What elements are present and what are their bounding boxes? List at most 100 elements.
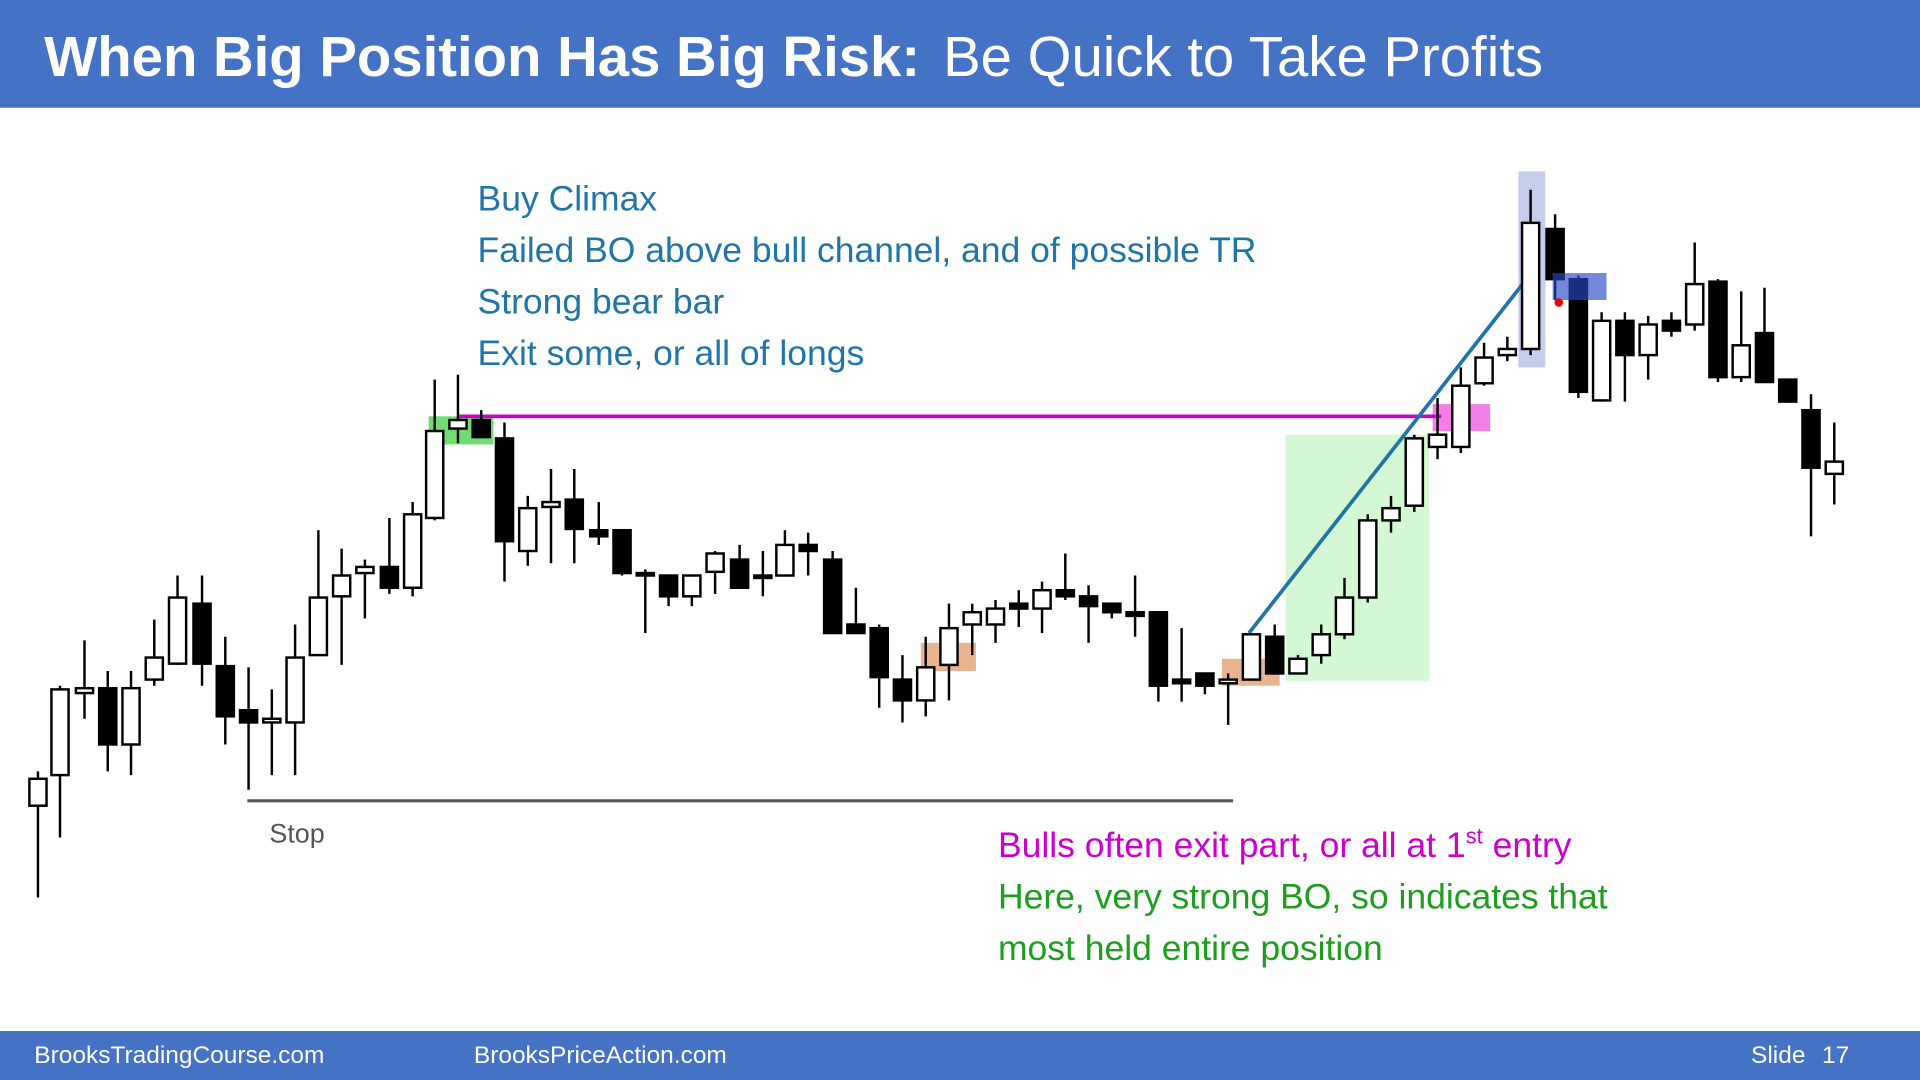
candle-body xyxy=(494,437,515,543)
candle-body xyxy=(1801,408,1821,469)
candle-body xyxy=(517,506,538,553)
candle-body xyxy=(1218,678,1238,685)
candle-body xyxy=(1684,282,1705,326)
candle-body xyxy=(1032,588,1052,610)
candle-body xyxy=(1615,319,1635,357)
candle-body xyxy=(612,528,632,575)
candle-body xyxy=(658,574,679,598)
candle-body xyxy=(402,513,423,589)
candle-body xyxy=(1824,460,1845,476)
annotation: Buy Climax xyxy=(478,179,658,219)
annotation: Failed BO above bull channel, and of pos… xyxy=(478,230,1257,270)
candle-body xyxy=(238,708,259,724)
candle-body xyxy=(97,686,118,746)
candle-body xyxy=(1311,633,1332,657)
footer-middle: BrooksPriceAction.com xyxy=(474,1042,727,1069)
candle-body xyxy=(564,498,585,531)
candle-body xyxy=(798,543,818,553)
candle-body xyxy=(448,418,468,430)
highlights-top xyxy=(1552,273,1607,307)
candles xyxy=(28,189,1845,898)
title-rest: Be Quick to Take Profits xyxy=(943,25,1543,88)
annotation-text: entry xyxy=(1483,825,1572,865)
annotation: Strong bear bar xyxy=(478,281,725,321)
candle-body xyxy=(1427,433,1448,449)
candle-body xyxy=(215,664,236,718)
candle-body xyxy=(1264,635,1285,675)
candle-body xyxy=(822,558,843,635)
candle-body xyxy=(775,543,795,577)
candle-body xyxy=(262,717,282,724)
candle-body xyxy=(682,574,702,598)
candle-body xyxy=(1591,319,1612,402)
slide-label: Slide xyxy=(1751,1042,1805,1069)
candle-body xyxy=(729,558,750,589)
candle-body xyxy=(846,623,866,635)
annotation: Bulls often exit part, or all at 1st ent… xyxy=(998,824,1572,865)
candle-body xyxy=(308,596,329,657)
candle-body xyxy=(588,528,609,538)
candle-body xyxy=(1474,356,1494,385)
candle-body xyxy=(50,688,70,777)
candle-body xyxy=(635,571,656,577)
candle-body xyxy=(1731,344,1752,379)
candle-body xyxy=(1661,319,1682,332)
candle-body xyxy=(355,565,375,575)
candle-body xyxy=(1055,588,1076,598)
footer-left: BrooksTradingCourse.com xyxy=(34,1042,324,1069)
entry-bar-highlight xyxy=(1552,273,1607,300)
candle-body xyxy=(1078,595,1099,608)
candle-body xyxy=(1638,323,1658,357)
candle-body xyxy=(192,602,212,665)
candle-body xyxy=(379,565,400,589)
candle-body xyxy=(1288,657,1308,675)
candle-body xyxy=(892,678,913,702)
candle-body xyxy=(331,574,352,598)
candle-body xyxy=(1404,437,1425,507)
candle-body xyxy=(1241,633,1262,681)
candle-body xyxy=(1451,384,1471,449)
stop-label: Stop xyxy=(269,818,324,848)
superscript: st xyxy=(1466,824,1483,849)
candle-body xyxy=(1125,611,1145,618)
candle-body xyxy=(915,666,936,702)
title: When Big Position Has Big Risk: Be Quick… xyxy=(44,25,1543,88)
candle-body xyxy=(1334,596,1355,636)
candle-body xyxy=(74,686,95,695)
slide-number: 17 xyxy=(1822,1042,1849,1069)
candle-body xyxy=(1545,227,1565,281)
candle-body xyxy=(541,500,561,509)
candle-body xyxy=(285,656,305,724)
annotation: Exit some, or all of longs xyxy=(478,333,865,373)
trend-line xyxy=(1247,280,1526,635)
candle-body xyxy=(1171,678,1192,685)
candle-body xyxy=(753,574,773,580)
candle-body xyxy=(869,626,889,679)
candle-body xyxy=(121,686,141,746)
candle-body xyxy=(1708,280,1728,379)
candle-body xyxy=(1195,672,1215,687)
annotation: Here, very strong BO, so indicates that xyxy=(998,877,1608,917)
cursor-dot xyxy=(1554,298,1564,307)
candle-body xyxy=(471,418,492,439)
candle-body xyxy=(962,611,983,626)
candle-body xyxy=(1148,611,1169,687)
candle-body xyxy=(167,596,188,665)
candle-body xyxy=(144,656,165,681)
annotation-text: Bulls often exit part, or all at 1 xyxy=(998,825,1466,865)
candle-body xyxy=(705,552,725,574)
candle-body xyxy=(985,607,1006,626)
candle-body xyxy=(28,777,48,807)
title-bold: When Big Position Has Big Risk: xyxy=(44,25,920,88)
candle-body xyxy=(939,626,959,667)
candle-body xyxy=(1357,519,1378,599)
annotation: most held entire position xyxy=(998,928,1383,968)
candle-body xyxy=(1754,331,1775,384)
candle-body xyxy=(1497,347,1518,357)
candle-body xyxy=(1381,506,1401,522)
candle-body xyxy=(1102,602,1122,614)
footer-bar xyxy=(0,1031,1920,1080)
header-bar xyxy=(0,0,1920,108)
candle-body xyxy=(1520,221,1541,351)
